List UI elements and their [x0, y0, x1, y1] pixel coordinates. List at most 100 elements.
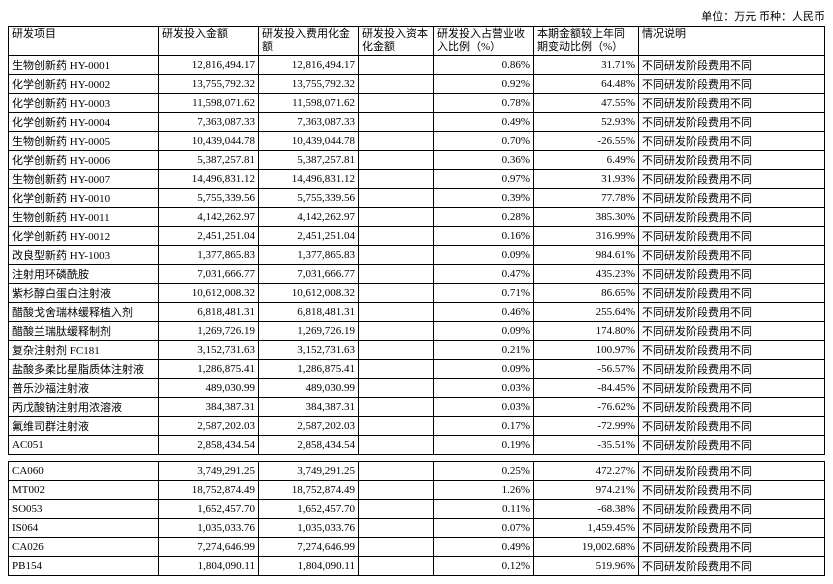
table-row: 改良型新药 HY-10031,377,865.831,377,865.830.0… [9, 246, 825, 265]
cell: 1,269,726.19 [259, 322, 359, 341]
cell: PB154 [9, 557, 159, 576]
cell: 0.17% [434, 417, 534, 436]
cell: 不同研发阶段费用不同 [639, 379, 825, 398]
cell: 77.78% [534, 189, 639, 208]
cell: 0.49% [434, 113, 534, 132]
cell [359, 379, 434, 398]
cell: 注射用环磷酰胺 [9, 265, 159, 284]
cell: 0.09% [434, 360, 534, 379]
cell: 不同研发阶段费用不同 [639, 481, 825, 500]
cell: 不同研发阶段费用不同 [639, 246, 825, 265]
cell: 12,816,494.17 [159, 56, 259, 75]
cell [359, 500, 434, 519]
cell [359, 94, 434, 113]
cell: 7,363,087.33 [259, 113, 359, 132]
cell: IS064 [9, 519, 159, 538]
cell: 0.92% [434, 75, 534, 94]
cell: CA026 [9, 538, 159, 557]
header-row: 研发项目 研发投入金额 研发投入费用化金额 研发投入资本化金额 研发投入占营业收… [9, 27, 825, 56]
table-row: 生物创新药 HY-000510,439,044.7810,439,044.780… [9, 132, 825, 151]
cell: 复杂注射剂 FC181 [9, 341, 159, 360]
cell [359, 56, 434, 75]
cell: 0.21% [434, 341, 534, 360]
cell: 0.09% [434, 246, 534, 265]
table-row: MT00218,752,874.4918,752,874.491.26%974.… [9, 481, 825, 500]
cell [359, 322, 434, 341]
cell: 不同研发阶段费用不同 [639, 113, 825, 132]
cell [359, 557, 434, 576]
cell: 0.46% [434, 303, 534, 322]
cell [359, 151, 434, 170]
cell: 2,451,251.04 [259, 227, 359, 246]
cell: 7,274,646.99 [159, 538, 259, 557]
table-row: 氟维司群注射液2,587,202.032,587,202.030.17%-72.… [9, 417, 825, 436]
table-row: 普乐沙福注射液489,030.99489,030.990.03%-84.45%不… [9, 379, 825, 398]
cell: 0.25% [434, 462, 534, 481]
cell: 10,612,008.32 [159, 284, 259, 303]
cell: 普乐沙福注射液 [9, 379, 159, 398]
table-row: CA0267,274,646.997,274,646.990.49%19,002… [9, 538, 825, 557]
cell: 1,286,875.41 [159, 360, 259, 379]
cell: 4,142,262.97 [159, 208, 259, 227]
cell: 255.64% [534, 303, 639, 322]
cell [359, 303, 434, 322]
cell: 1,652,457.70 [159, 500, 259, 519]
cell: 174.80% [534, 322, 639, 341]
cell: 984.61% [534, 246, 639, 265]
cell: 64.48% [534, 75, 639, 94]
cell: 6,818,481.31 [259, 303, 359, 322]
col-header-expense: 研发投入费用化金额 [259, 27, 359, 56]
cell: 不同研发阶段费用不同 [639, 462, 825, 481]
cell: 435.23% [534, 265, 639, 284]
table-row: 生物创新药 HY-00114,142,262.974,142,262.970.2… [9, 208, 825, 227]
table-row: 丙戊酸钠注射用浓溶液384,387.31384,387.310.03%-76.6… [9, 398, 825, 417]
cell [359, 398, 434, 417]
cell: 3,152,731.63 [259, 341, 359, 360]
cell: 不同研发阶段费用不同 [639, 417, 825, 436]
cell: 47.55% [534, 94, 639, 113]
cell: SO053 [9, 500, 159, 519]
cell [359, 75, 434, 94]
cell: 不同研发阶段费用不同 [639, 56, 825, 75]
cell: 不同研发阶段费用不同 [639, 170, 825, 189]
table-row: 生物创新药 HY-000714,496,831.1214,496,831.120… [9, 170, 825, 189]
cell: 0.16% [434, 227, 534, 246]
cell: -26.55% [534, 132, 639, 151]
cell: 不同研发阶段费用不同 [639, 436, 825, 455]
cell: 13,755,792.32 [159, 75, 259, 94]
cell: 31.71% [534, 56, 639, 75]
table-row: 化学创新药 HY-00047,363,087.337,363,087.330.4… [9, 113, 825, 132]
cell: 12,816,494.17 [259, 56, 359, 75]
cell: 7,274,646.99 [259, 538, 359, 557]
cell: 不同研发阶段费用不同 [639, 398, 825, 417]
cell [359, 481, 434, 500]
cell [359, 227, 434, 246]
cell: 不同研发阶段费用不同 [639, 94, 825, 113]
cell: -84.45% [534, 379, 639, 398]
cell [359, 189, 434, 208]
cell: 1,035,033.76 [159, 519, 259, 538]
table-row: 注射用环磷酰胺7,031,666.777,031,666.770.47%435.… [9, 265, 825, 284]
cell: 0.09% [434, 322, 534, 341]
cell: -76.62% [534, 398, 639, 417]
cell: 0.97% [434, 170, 534, 189]
cell: 100.97% [534, 341, 639, 360]
cell: 生物创新药 HY-0001 [9, 56, 159, 75]
cell: 1,286,875.41 [259, 360, 359, 379]
cell: 0.28% [434, 208, 534, 227]
cell: 1,377,865.83 [259, 246, 359, 265]
cell: 519.96% [534, 557, 639, 576]
cell: 974.21% [534, 481, 639, 500]
table-row: 化学创新药 HY-00065,387,257.815,387,257.810.3… [9, 151, 825, 170]
cell: 0.12% [434, 557, 534, 576]
cell: -68.38% [534, 500, 639, 519]
cell: 化学创新药 HY-0003 [9, 94, 159, 113]
cell: 生物创新药 HY-0005 [9, 132, 159, 151]
cell: 不同研发阶段费用不同 [639, 227, 825, 246]
cell: 3,152,731.63 [159, 341, 259, 360]
cell: 3,749,291.25 [259, 462, 359, 481]
cell: 86.65% [534, 284, 639, 303]
table-row: AC0512,858,434.542,858,434.540.19%-35.51… [9, 436, 825, 455]
cell: 5,387,257.81 [259, 151, 359, 170]
cell [359, 462, 434, 481]
